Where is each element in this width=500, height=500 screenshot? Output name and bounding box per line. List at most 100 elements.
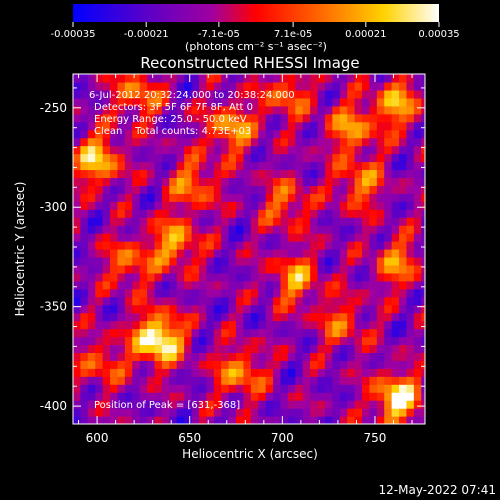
heatmap-cell xyxy=(243,288,252,298)
heatmap-cell xyxy=(354,264,363,274)
heatmap-cell xyxy=(102,97,111,107)
heatmap-cell xyxy=(354,360,363,369)
heatmap-cell xyxy=(332,225,341,234)
heatmap-cell xyxy=(273,328,282,338)
heatmap-cell xyxy=(184,105,193,115)
heatmap-cell xyxy=(198,233,207,242)
heatmap-cell xyxy=(117,376,126,385)
heatmap-cell xyxy=(169,352,178,361)
heatmap-cell xyxy=(406,225,415,234)
heatmap-cell xyxy=(376,129,385,139)
heatmap-cell xyxy=(324,360,333,369)
heatmap-cell xyxy=(191,352,200,361)
heatmap-cell xyxy=(362,201,371,210)
heatmap-cell xyxy=(302,97,311,107)
heatmap-cell xyxy=(384,320,393,330)
heatmap-cell xyxy=(384,225,393,234)
heatmap-cell xyxy=(258,81,267,91)
heatmap-cell xyxy=(295,193,304,202)
heatmap-cell xyxy=(110,336,119,346)
heatmap-cell xyxy=(399,416,408,424)
heatmap-cell xyxy=(95,217,104,226)
heatmap-cell xyxy=(206,225,215,234)
heatmap-cell xyxy=(391,288,400,298)
y-tick-label: -400 xyxy=(40,399,67,413)
heatmap-cell xyxy=(169,185,178,194)
heatmap-cell xyxy=(413,344,422,353)
heatmap-cell xyxy=(236,217,245,226)
heatmap-cell xyxy=(384,360,393,369)
heatmap-cell xyxy=(184,161,193,171)
heatmap-cell xyxy=(339,344,348,353)
heatmap-cell xyxy=(369,161,378,171)
heatmap-cell xyxy=(384,288,393,298)
heatmap-cell xyxy=(421,145,425,155)
heatmap-cell xyxy=(265,360,274,369)
heatmap-cell xyxy=(302,209,311,218)
heatmap-cell xyxy=(287,376,296,385)
heatmap-cell xyxy=(102,241,111,250)
heatmap-cell xyxy=(132,113,141,123)
heatmap-cell xyxy=(258,392,267,401)
heatmap-cell xyxy=(73,153,82,163)
heatmap-cell xyxy=(243,328,252,338)
heatmap-cell xyxy=(295,288,304,298)
heatmap-cell xyxy=(176,336,185,346)
heatmap-cell xyxy=(161,272,170,282)
heatmap-cell xyxy=(376,97,385,107)
heatmap-cell xyxy=(250,249,259,258)
heatmap-cell xyxy=(406,201,415,210)
heatmap-cell xyxy=(184,233,193,242)
heatmap-cell xyxy=(302,304,311,314)
heatmap-cell xyxy=(421,185,425,194)
heatmap-cell xyxy=(287,256,296,266)
heatmap-cell xyxy=(206,352,215,361)
heatmap-cell xyxy=(236,256,245,266)
heatmap-cell xyxy=(295,384,304,393)
heatmap-cell xyxy=(102,344,111,353)
heatmap-cell xyxy=(228,352,237,361)
heatmap-cell xyxy=(73,368,82,377)
y-tick-label: -350 xyxy=(40,300,67,314)
heatmap-cell xyxy=(332,193,341,202)
heatmap-cell xyxy=(243,241,252,250)
heatmap-cell xyxy=(147,193,156,202)
heatmap-cell xyxy=(139,225,148,234)
heatmap-cell xyxy=(265,209,274,218)
heatmap-cell xyxy=(243,296,252,306)
heatmap-cell xyxy=(265,145,274,155)
heatmap-cell xyxy=(302,376,311,385)
heatmap-cell xyxy=(213,336,222,346)
heatmap-cell xyxy=(362,360,371,369)
heatmap-cell xyxy=(132,217,141,226)
heatmap-cell xyxy=(317,344,326,353)
heatmap-cell xyxy=(362,328,371,338)
heatmap-cell xyxy=(236,328,245,338)
heatmap-cell xyxy=(236,145,245,155)
heatmap-cell xyxy=(124,272,133,282)
heatmap-cell xyxy=(154,392,163,401)
heatmap-cell xyxy=(354,129,363,139)
heatmap-cell xyxy=(228,408,237,417)
heatmap-cell xyxy=(280,392,289,401)
heatmap-cell xyxy=(273,113,282,123)
heatmap-cell xyxy=(198,296,207,306)
heatmap-cell xyxy=(421,233,425,242)
heatmap-cell xyxy=(236,288,245,298)
heatmap-cell xyxy=(384,272,393,282)
heatmap-cell xyxy=(280,97,289,107)
heatmap-cell xyxy=(176,201,185,210)
heatmap-cell xyxy=(324,304,333,314)
heatmap-cell xyxy=(317,233,326,242)
heatmap-cell xyxy=(354,368,363,377)
heatmap-cell xyxy=(191,145,200,155)
heatmap-cell xyxy=(384,177,393,186)
heatmap-cell xyxy=(236,384,245,393)
heatmap-cell xyxy=(339,201,348,210)
heatmap-cell xyxy=(236,392,245,401)
heatmap-cell xyxy=(228,81,237,91)
heatmap-cell xyxy=(184,185,193,194)
heatmap-cell xyxy=(302,177,311,186)
heatmap-cell xyxy=(324,74,333,83)
heatmap-cell xyxy=(332,352,341,361)
